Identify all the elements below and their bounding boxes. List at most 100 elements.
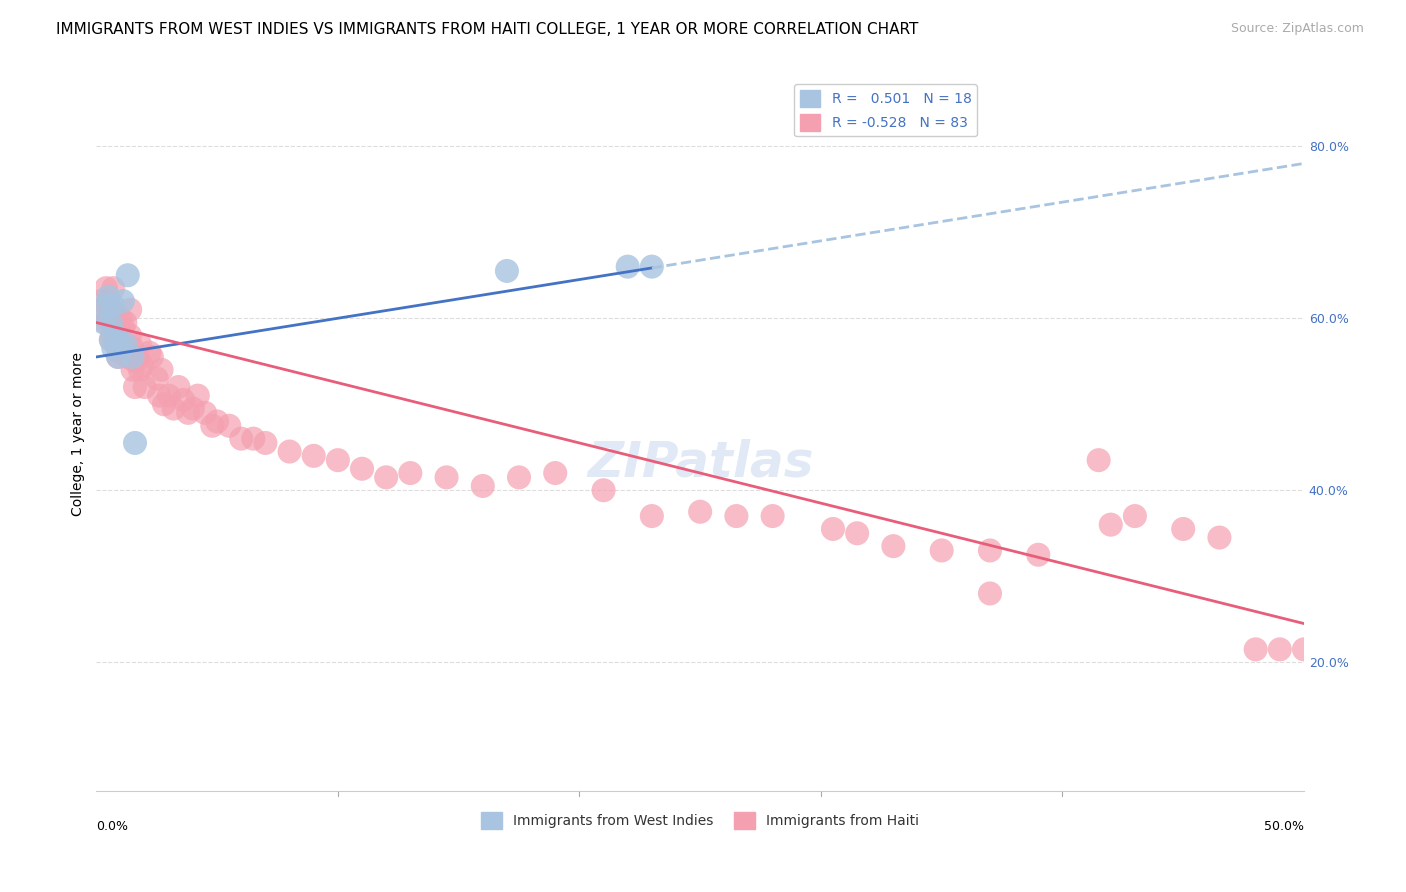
Point [121,350,143,364]
Point [1292,642,1315,657]
Point [242,432,264,446]
Point [1208,531,1230,545]
Point [128,363,150,377]
Point [254,436,277,450]
Point [326,453,349,467]
Point [138,345,160,359]
Point [103,316,125,330]
Y-axis label: College, 1 year or more: College, 1 year or more [72,352,86,516]
Point [471,479,494,493]
Point [1173,522,1195,536]
Point [508,470,530,484]
Point [689,505,711,519]
Point [100,333,122,347]
Point [1268,642,1291,657]
Point [121,342,143,356]
Point [278,444,301,458]
Point [104,328,127,343]
Point [111,342,134,356]
Point [592,483,614,498]
Point [399,466,422,480]
Point [111,293,134,308]
Text: ZIPatlas: ZIPatlas [586,439,814,487]
Text: IMMIGRANTS FROM WEST INDIES VS IMMIGRANTS FROM HAITI COLLEGE, 1 YEAR OR MORE COR: IMMIGRANTS FROM WEST INDIES VS IMMIGRANT… [56,22,918,37]
Point [436,470,458,484]
Point [882,539,904,553]
Point [103,342,125,356]
Point [107,350,129,364]
Legend: Immigrants from West Indies, Immigrants from Haiti: Immigrants from West Indies, Immigrants … [475,806,925,834]
Point [141,350,163,364]
Point [93,316,115,330]
Point [100,316,122,330]
Point [846,526,869,541]
Point [187,389,209,403]
Point [94,316,117,330]
Point [117,268,139,283]
Point [103,298,125,312]
Point [231,432,253,446]
Point [97,290,120,304]
Point [218,418,240,433]
Point [114,316,136,330]
Point [821,522,844,536]
Point [616,260,638,274]
Point [111,319,134,334]
Point [127,350,149,364]
Point [103,328,125,343]
Point [201,418,224,433]
Point [1123,509,1146,524]
Point [124,436,146,450]
Text: 50.0%: 50.0% [1264,820,1303,833]
Point [153,397,176,411]
Point [205,414,228,428]
Point [194,406,217,420]
Point [1026,548,1049,562]
Point [124,380,146,394]
Point [107,319,129,334]
Point [1087,453,1109,467]
Point [302,449,325,463]
Point [114,345,136,359]
Point [110,337,132,351]
Point [97,293,120,308]
Point [544,466,567,480]
Point [94,298,117,312]
Point [103,281,125,295]
Point [725,509,748,524]
Point [90,293,112,308]
Point [167,380,190,394]
Point [172,392,194,407]
Point [93,302,115,317]
Point [181,401,204,416]
Point [979,586,1001,600]
Point [124,354,146,368]
Point [496,264,519,278]
Point [350,462,373,476]
Point [148,389,170,403]
Point [134,380,156,394]
Point [157,389,180,403]
Point [104,337,127,351]
Point [94,281,117,295]
Point [104,311,127,326]
Text: Source: ZipAtlas.com: Source: ZipAtlas.com [1230,22,1364,36]
Point [117,350,139,364]
Point [931,543,953,558]
Point [110,345,132,359]
Point [107,350,129,364]
Point [131,359,153,373]
Point [177,406,200,420]
Point [375,470,398,484]
Point [162,401,184,416]
Point [1099,517,1122,532]
Point [121,363,143,377]
Point [100,333,122,347]
Point [145,371,167,385]
Point [128,337,150,351]
Point [114,337,136,351]
Point [150,363,173,377]
Point [762,509,785,524]
Text: 0.0%: 0.0% [97,820,128,833]
Point [110,311,132,326]
